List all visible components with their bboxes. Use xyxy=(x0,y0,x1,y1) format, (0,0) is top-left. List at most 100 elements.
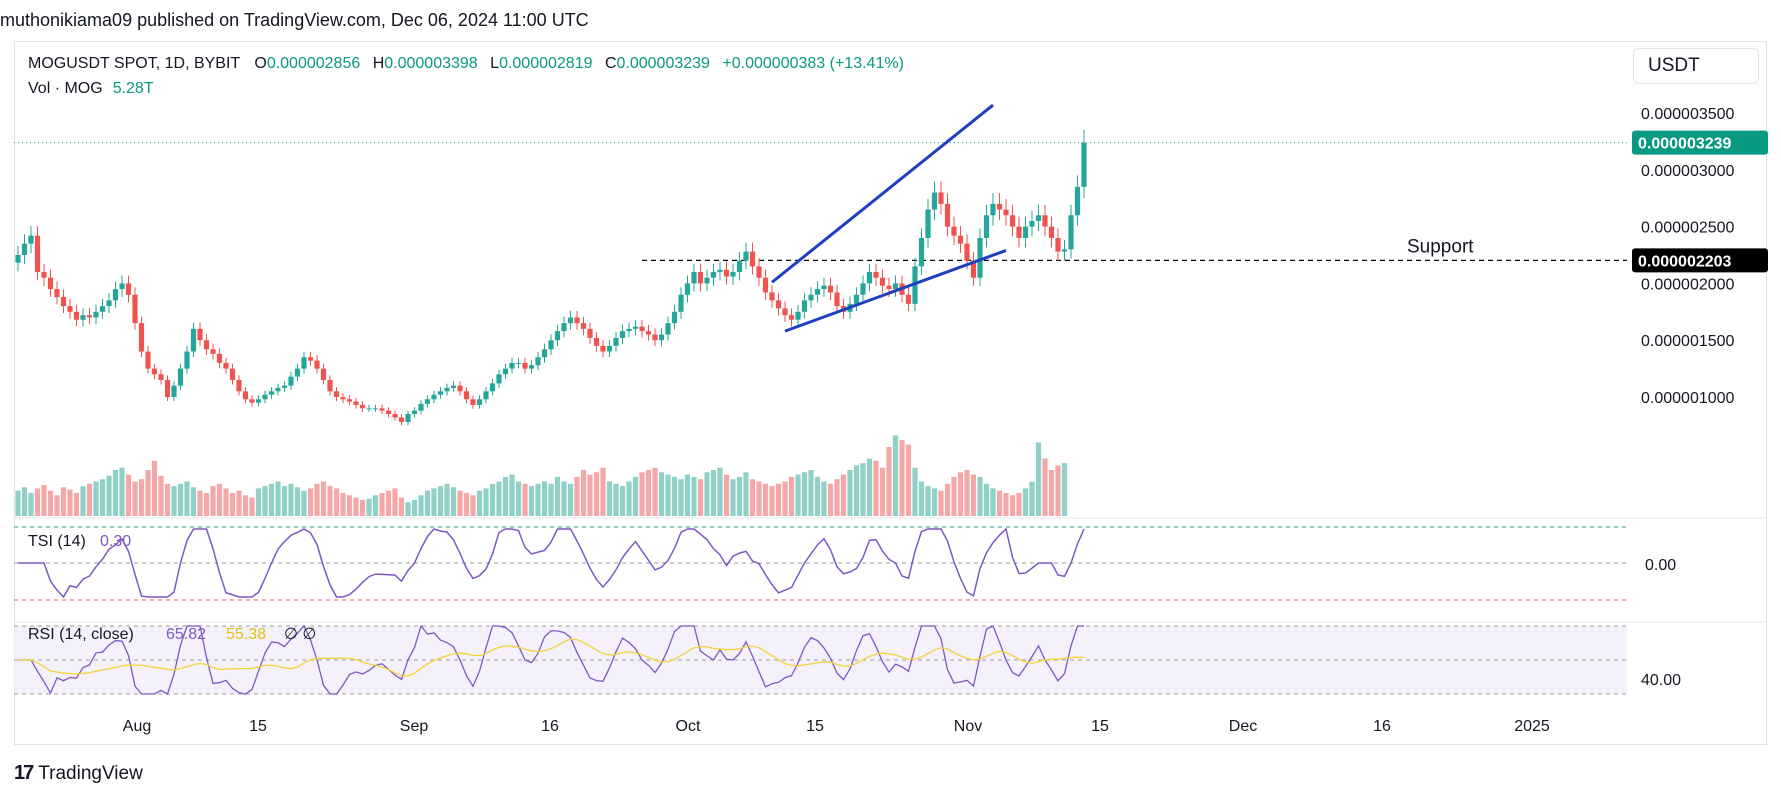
rsi-label: RSI (14, close) xyxy=(28,626,134,643)
symbol-name[interactable]: MOGUSDT SPOT, 1D, BYBIT xyxy=(28,55,240,72)
tsi-axis-tick: 0.00 xyxy=(1645,557,1676,574)
volume-bar xyxy=(60,487,67,516)
volume-bar xyxy=(522,483,528,516)
currency-selector[interactable]: USDT xyxy=(1633,48,1759,84)
candle-body xyxy=(1009,215,1016,227)
volume-bar xyxy=(938,490,944,516)
candle-body xyxy=(1081,142,1087,187)
candle-body xyxy=(229,368,236,380)
candle-body xyxy=(1074,186,1081,216)
volume-bar xyxy=(41,484,47,516)
volume-bar xyxy=(548,483,554,516)
candle-body xyxy=(366,408,372,410)
volume-bar xyxy=(125,474,132,516)
candle-body xyxy=(171,385,177,397)
candle-body xyxy=(470,399,476,405)
candle-body xyxy=(762,277,769,293)
volume-bar xyxy=(379,493,385,516)
candle-body xyxy=(795,311,801,320)
candle-body xyxy=(34,235,41,273)
volume-bar xyxy=(691,476,697,516)
volume-bar xyxy=(515,481,522,516)
candle-body xyxy=(119,283,125,290)
volume-bar xyxy=(717,467,723,516)
volume-bar xyxy=(710,470,717,516)
candle-body xyxy=(190,328,197,352)
candle-body xyxy=(600,345,606,352)
volume-bar xyxy=(723,474,730,516)
candle-body xyxy=(665,323,671,335)
volume-label: Vol · MOG xyxy=(28,80,103,97)
volume-bar xyxy=(1016,493,1022,516)
change-value: +0.000000383 (+13.41%) xyxy=(722,55,904,72)
volume-bar xyxy=(639,472,645,516)
candle-body xyxy=(944,203,951,227)
candle-body xyxy=(834,292,840,307)
volume-bar xyxy=(905,444,912,516)
volume-bar xyxy=(769,486,775,516)
volume-bar xyxy=(730,479,736,516)
volume-bar xyxy=(678,479,684,516)
volume-bar xyxy=(775,483,782,516)
candle-body xyxy=(853,294,860,304)
volume-bar xyxy=(301,490,307,516)
volume-bar xyxy=(216,483,223,516)
candle-body xyxy=(320,368,327,380)
candle-body xyxy=(463,391,470,400)
candle-body xyxy=(964,243,970,261)
candle-body xyxy=(1003,209,1009,216)
volume-bar xyxy=(314,483,320,516)
volume-bar xyxy=(574,476,580,516)
candle-body xyxy=(1035,215,1042,221)
candle-body xyxy=(1022,226,1029,238)
volume-bar xyxy=(483,488,489,516)
volume-bar xyxy=(795,474,801,516)
candle-body xyxy=(411,410,418,415)
chart-frame xyxy=(14,41,1767,745)
candle-body xyxy=(561,323,567,332)
candle-body xyxy=(379,408,385,411)
x-axis-tick: 16 xyxy=(1373,718,1391,735)
candle-body xyxy=(314,360,320,369)
volume-bar xyxy=(814,476,821,516)
volume-bar xyxy=(294,487,301,516)
candle-body xyxy=(398,417,405,422)
channel-line-lower xyxy=(784,249,1007,333)
candle-body xyxy=(886,285,892,290)
volume-bar xyxy=(918,481,925,516)
candle-body xyxy=(262,394,268,400)
candle-body xyxy=(671,311,678,324)
candle-body xyxy=(691,272,697,284)
candle-body xyxy=(951,226,957,236)
candle-body xyxy=(749,251,756,267)
candle-body xyxy=(1029,220,1035,227)
candle-body xyxy=(437,391,444,395)
volume-bar xyxy=(249,497,255,516)
volume-bar xyxy=(67,489,73,516)
candle-body xyxy=(385,410,392,415)
candle-body xyxy=(639,326,645,332)
candle-body xyxy=(392,414,398,418)
candle-body xyxy=(645,331,652,335)
volume-bar xyxy=(151,460,158,516)
volume-bar xyxy=(411,499,418,516)
candle-body xyxy=(1061,249,1068,252)
candle-body xyxy=(145,351,151,369)
support-price-tag xyxy=(1632,248,1768,273)
candle-body xyxy=(743,251,749,261)
candle-body xyxy=(814,289,821,295)
volume-bar xyxy=(749,479,756,516)
candle-body xyxy=(736,260,743,273)
x-axis-tick: 2025 xyxy=(1514,718,1550,735)
volume-bar xyxy=(444,483,450,516)
price-axis-tick: 0.000002500 xyxy=(1641,220,1735,237)
candle-body xyxy=(236,379,242,392)
volume-bar xyxy=(652,467,658,516)
volume-bar xyxy=(106,475,112,516)
x-axis-tick: 15 xyxy=(1091,718,1109,735)
volume-bar xyxy=(275,481,281,516)
candle-body xyxy=(450,385,457,388)
candle-body xyxy=(346,399,353,402)
volume-bar xyxy=(684,474,691,516)
